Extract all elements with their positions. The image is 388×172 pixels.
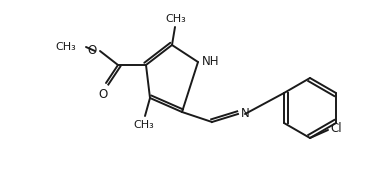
Text: O: O	[99, 88, 107, 101]
Text: Cl: Cl	[330, 122, 341, 136]
Text: NH: NH	[202, 55, 220, 67]
Text: CH₃: CH₃	[55, 42, 76, 52]
Text: O: O	[88, 44, 97, 56]
Text: N: N	[241, 106, 250, 120]
Text: CH₃: CH₃	[133, 120, 154, 130]
Text: CH₃: CH₃	[166, 14, 186, 24]
